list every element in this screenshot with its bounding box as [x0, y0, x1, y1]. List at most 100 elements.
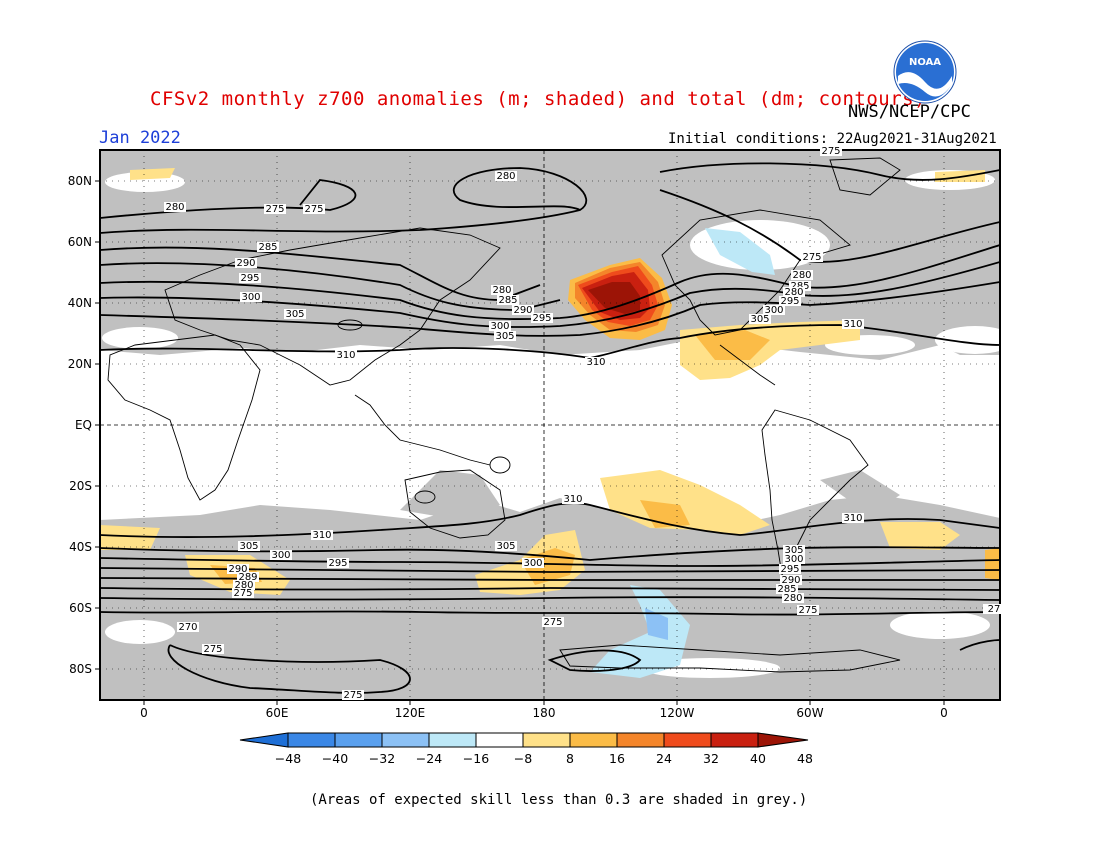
- latitude-ticks: 80N 60N 40N 20N EQ 20S 40S 60S 80S: [68, 174, 100, 676]
- chart-title: CFSv2 monthly z700 anomalies (m; shaded)…: [150, 88, 927, 110]
- colorbar-tick-label: −16: [463, 751, 489, 766]
- contour-label: 289: [238, 572, 257, 583]
- lon-label: 0: [140, 706, 148, 720]
- lon-label: 60W: [796, 706, 823, 720]
- colorbar-swatch: [428, 732, 477, 748]
- lat-label: 60N: [68, 235, 92, 249]
- contour-label: 285: [258, 242, 277, 253]
- graticule: [100, 150, 1000, 700]
- contour-label: 300: [490, 321, 509, 332]
- contour-label-bg: [783, 545, 805, 555]
- contour-label-bg: [164, 202, 186, 212]
- contour-label-bg: [562, 494, 584, 504]
- contour-label: 275: [304, 204, 323, 215]
- contour-label: 310: [586, 357, 605, 368]
- contour-label: 305: [495, 331, 514, 342]
- contour-label-bg: [783, 554, 805, 564]
- contour-label: 27: [988, 604, 1001, 615]
- colorbar-swatch: [569, 732, 618, 748]
- contour-label: 305: [496, 541, 515, 552]
- contour-label-bg: [542, 617, 564, 627]
- contour-label: 275: [798, 605, 817, 616]
- contour-label-bg: [227, 564, 249, 574]
- contour-label-bg: [238, 541, 260, 551]
- contour-label-bg: [311, 530, 333, 540]
- contour-label: 305: [750, 314, 769, 325]
- colorbar-swatch: [522, 732, 571, 748]
- colorbar-tick-label: −40: [322, 751, 348, 766]
- contour-label-bg: [240, 292, 262, 302]
- contour-label: 300: [523, 558, 542, 569]
- contour-label-bg: [237, 572, 259, 582]
- contour-label: 280: [496, 171, 515, 182]
- contour-label: 290: [781, 575, 800, 586]
- contour-label: 280: [492, 285, 511, 296]
- contour-label-bg: [779, 296, 801, 306]
- contour-label: 305: [239, 541, 258, 552]
- colorbar-swatch: [334, 732, 383, 748]
- colorbar-tick-label: 8: [566, 751, 574, 766]
- contour-label: 295: [780, 564, 799, 575]
- lat-label: 40S: [69, 540, 92, 554]
- anomaly-colorbar: −48 −40 −32 −24 −16 −8 8 16 24 32 40 48: [239, 732, 813, 766]
- contour-label-bg: [232, 588, 254, 598]
- contour-label: 300: [271, 550, 290, 561]
- lon-label: 120E: [395, 706, 426, 720]
- contour-label-bg: [782, 593, 804, 603]
- contour-label: 285: [790, 281, 809, 292]
- contour-label-bg: [257, 242, 279, 252]
- contour-label-bg: [494, 331, 516, 341]
- anomaly-shading: [100, 168, 1000, 678]
- contour-label-bg: [763, 305, 785, 315]
- contour-label-bg: [495, 171, 517, 181]
- contour-label: 295: [240, 273, 259, 284]
- contour-label: 295: [532, 313, 551, 324]
- lat-label: 20N: [68, 357, 92, 371]
- lon-label: 60E: [266, 706, 289, 720]
- colorbar-swatch: [663, 732, 712, 748]
- colorbar-swatch: [710, 732, 759, 748]
- contour-label: 300: [241, 292, 260, 303]
- colorbar-tick-label: 16: [609, 751, 625, 766]
- contour-label-bg: [522, 558, 544, 568]
- contour-label: 310: [563, 494, 582, 505]
- contour-label: 275: [802, 252, 821, 263]
- contour-label: 310: [843, 513, 862, 524]
- contour-label-bg: [791, 270, 813, 280]
- lat-label: 80N: [68, 174, 92, 188]
- contour-label-bg: [789, 281, 811, 291]
- contour-label-bg: [783, 287, 805, 297]
- contour-label: 290: [228, 564, 247, 575]
- colorbar-tick-label: −32: [369, 751, 395, 766]
- contour-label: 305: [784, 545, 803, 556]
- lat-label: 40N: [68, 296, 92, 310]
- contour-label: 295: [780, 296, 799, 307]
- lon-label: 0: [940, 706, 948, 720]
- contour-label-bg: [284, 309, 306, 319]
- contour-label-bg: [342, 690, 364, 700]
- contour-label-bg: [779, 564, 801, 574]
- colorbar-left-arrow: [239, 732, 289, 748]
- noaa-logo-text: NOAA: [909, 57, 941, 68]
- contour-label-bg: [585, 357, 607, 367]
- contour-label-bg: [264, 204, 286, 214]
- contour-label: 270: [178, 622, 197, 633]
- colorbar-tick-label: −24: [416, 751, 442, 766]
- contour-label: 285: [777, 584, 796, 595]
- contour-label: 275: [343, 690, 362, 701]
- contour-label: 280: [234, 580, 253, 591]
- contour-label-bg: [776, 584, 798, 594]
- contour-label-bg: [270, 550, 292, 560]
- lat-label: 80S: [69, 662, 92, 676]
- contour-label-bg: [983, 604, 1005, 614]
- lon-label: 180: [533, 706, 556, 720]
- colorbar-tick-label: 32: [703, 751, 719, 766]
- colorbar-swatch: [616, 732, 665, 748]
- contour-label: 295: [328, 558, 347, 569]
- contour-label-bg: [303, 204, 325, 214]
- colorbar-swatch: [475, 732, 524, 748]
- colorbar-swatch: [287, 732, 336, 748]
- colorbar-tick-label: 40: [750, 751, 766, 766]
- contour-label: 310: [843, 319, 862, 330]
